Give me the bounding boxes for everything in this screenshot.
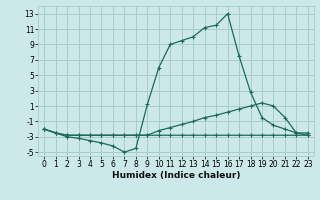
X-axis label: Humidex (Indice chaleur): Humidex (Indice chaleur) — [112, 171, 240, 180]
